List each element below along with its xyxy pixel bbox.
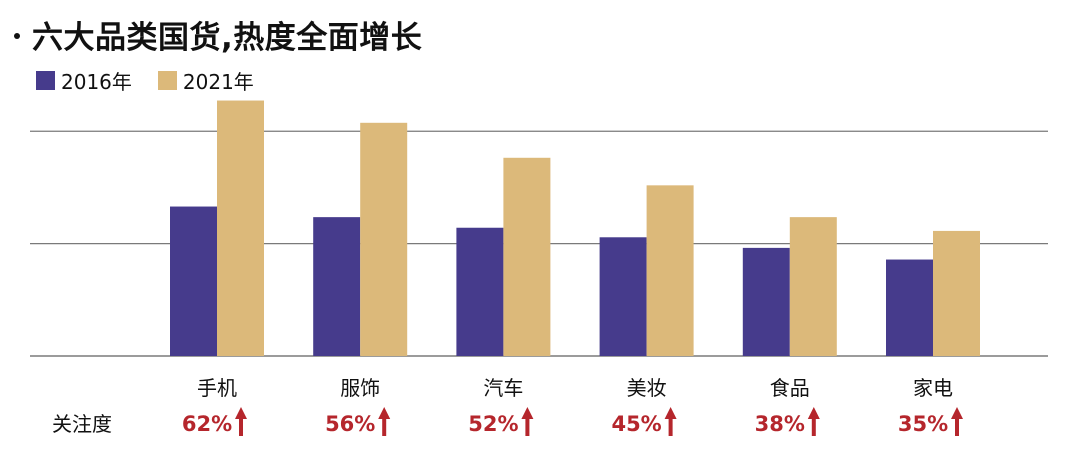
bar-2021 bbox=[646, 185, 694, 356]
up-arrow-icon bbox=[521, 407, 534, 436]
category-label: 食品 bbox=[770, 376, 810, 400]
bar-2016 bbox=[886, 259, 933, 356]
bar-2016 bbox=[599, 237, 647, 356]
category-label: 家电 bbox=[913, 376, 953, 400]
title-bullet bbox=[14, 33, 20, 39]
bar-2016 bbox=[313, 217, 361, 356]
legend-item-2016: 2016年 bbox=[36, 66, 132, 95]
legend-swatch-2016 bbox=[36, 71, 55, 90]
bar-2016 bbox=[456, 227, 504, 356]
growth-label: 45% bbox=[611, 412, 661, 436]
up-arrow-icon bbox=[378, 407, 391, 436]
bar-2021 bbox=[360, 122, 408, 356]
bar-2021 bbox=[503, 157, 551, 356]
growth-label: 52% bbox=[468, 412, 518, 436]
legend-label-2016: 2016年 bbox=[61, 70, 132, 94]
legend-item-2021: 2021年 bbox=[157, 66, 254, 95]
growth-label: 38% bbox=[755, 412, 805, 436]
bar-2021 bbox=[217, 100, 264, 356]
chart-legend: 2016年 2021年 bbox=[36, 66, 280, 95]
bar-2016 bbox=[170, 206, 217, 356]
up-arrow-icon bbox=[235, 407, 247, 436]
growth-label: 35% bbox=[898, 412, 948, 436]
up-arrow-icon bbox=[951, 407, 963, 436]
category-label: 手机 bbox=[197, 376, 237, 400]
category-label: 汽车 bbox=[483, 376, 523, 400]
title-row: 六大品类国货,热度全面增长 bbox=[14, 12, 422, 56]
row-label: 关注度 bbox=[52, 412, 112, 436]
legend-swatch-2021 bbox=[157, 71, 177, 90]
bar-2021 bbox=[789, 217, 837, 356]
bar-2021 bbox=[933, 230, 980, 356]
bar-2016 bbox=[742, 247, 790, 356]
up-arrow-icon bbox=[807, 407, 820, 436]
up-arrow-icon bbox=[664, 407, 677, 436]
category-label: 美妆 bbox=[627, 376, 667, 400]
growth-label: 62% bbox=[182, 412, 232, 436]
category-label: 服饰 bbox=[340, 376, 380, 400]
page-title: 六大品类国货,热度全面增长 bbox=[32, 19, 423, 56]
legend-label-2021: 2021年 bbox=[182, 70, 254, 94]
growth-label: 56% bbox=[325, 412, 375, 436]
